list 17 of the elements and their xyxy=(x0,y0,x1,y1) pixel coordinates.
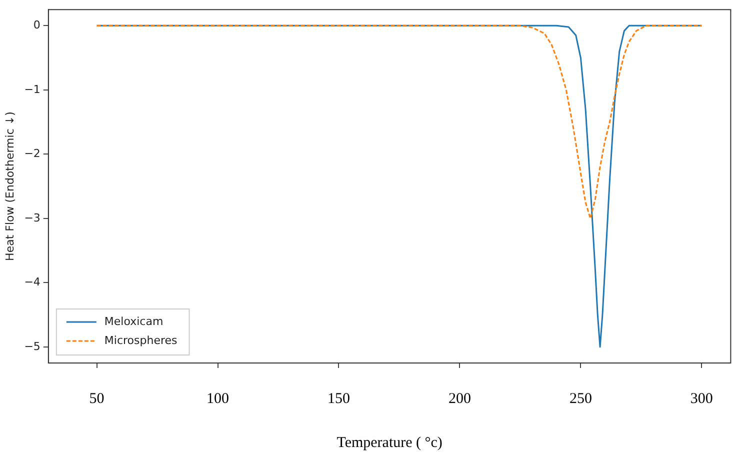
legend-label: Meloxicam xyxy=(104,314,164,328)
x-tick-label: 50 xyxy=(89,390,104,407)
y-tick-label: −3 xyxy=(24,211,40,224)
x-tick-label: 100 xyxy=(206,390,230,407)
x-axis-title: Temperature ( °c) xyxy=(336,434,442,451)
y-tick-label: −5 xyxy=(24,340,40,353)
line-series xyxy=(96,24,702,220)
y-tick-label: −4 xyxy=(24,276,40,289)
y-tick-label: −1 xyxy=(24,82,40,96)
y-tick-label: −2 xyxy=(24,147,40,160)
x-tick-label: 200 xyxy=(448,390,471,407)
x-tick-label: 300 xyxy=(690,390,713,407)
x-tick-label: 250 xyxy=(569,390,592,407)
y-tick-label: 0 xyxy=(33,18,40,32)
x-tick-label: 150 xyxy=(328,390,350,407)
legend-label: Microspheres xyxy=(104,334,178,347)
y-axis-title: Heat Flow (Endothermic ↓) xyxy=(3,112,16,261)
